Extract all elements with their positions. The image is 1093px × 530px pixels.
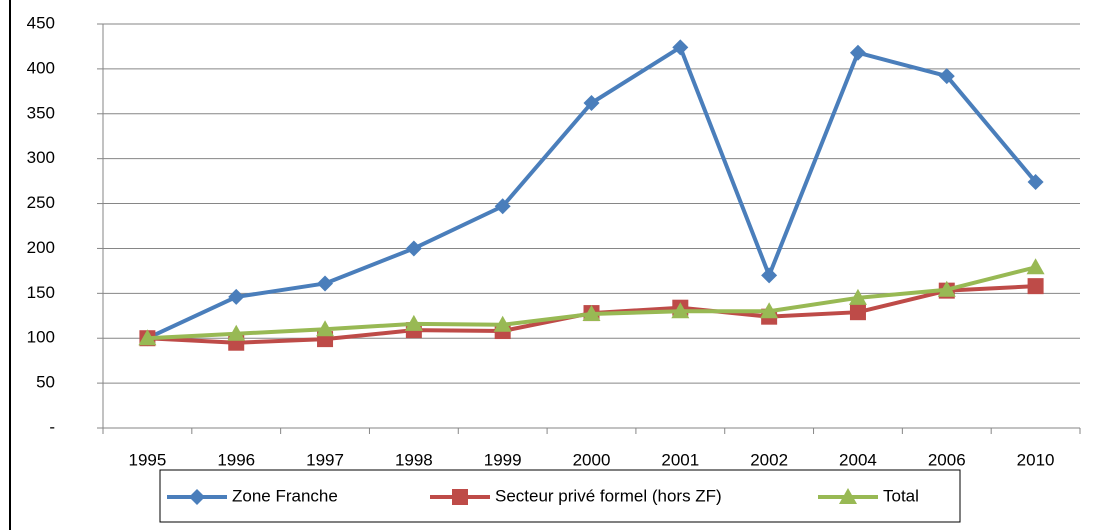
y-tick-label: 100 — [27, 328, 55, 347]
y-tick-label: 300 — [27, 148, 55, 167]
marker — [493, 315, 512, 332]
marker — [494, 198, 511, 215]
marker — [227, 324, 246, 341]
legend-label: Zone Franche — [232, 486, 338, 505]
legend-marker — [189, 489, 205, 505]
marker — [672, 39, 689, 56]
x-tick-label: 1995 — [128, 450, 166, 469]
x-tick-label: 2002 — [750, 450, 788, 469]
legend-label: Secteur privé formel (hors ZF) — [495, 486, 722, 505]
marker — [1027, 174, 1044, 191]
y-tick-label: 250 — [27, 193, 55, 212]
marker — [1027, 278, 1044, 295]
y-tick-label: 350 — [27, 103, 55, 122]
x-tick-label: 2006 — [928, 450, 966, 469]
marker — [404, 314, 423, 331]
legend-label: Total — [883, 486, 919, 505]
x-tick-label: 2001 — [661, 450, 699, 469]
legend-marker — [839, 488, 857, 504]
marker — [671, 302, 690, 319]
x-tick-label: 2010 — [1017, 450, 1055, 469]
marker — [405, 240, 422, 257]
marker — [316, 320, 335, 337]
x-tick-label: 1999 — [484, 450, 522, 469]
marker — [761, 267, 778, 284]
marker — [1026, 258, 1045, 275]
marker — [138, 329, 157, 346]
marker — [583, 95, 600, 112]
marker — [849, 44, 866, 61]
y-tick-label: 400 — [27, 58, 55, 77]
x-tick-label: 1997 — [306, 450, 344, 469]
x-tick-label: 1998 — [395, 450, 433, 469]
marker — [937, 280, 956, 297]
x-tick-label: 2000 — [573, 450, 611, 469]
marker — [938, 68, 955, 85]
y-tick-label: 50 — [36, 373, 55, 392]
marker — [760, 302, 779, 319]
marker — [582, 304, 601, 321]
x-tick-label: 1996 — [217, 450, 255, 469]
y-tick-label: 150 — [27, 283, 55, 302]
marker — [849, 304, 866, 321]
y-tick-label: - — [49, 417, 55, 436]
legend-marker — [452, 489, 468, 505]
x-tick-label: 2004 — [839, 450, 877, 469]
y-tick-label: 450 — [27, 13, 55, 32]
y-tick-label: 200 — [27, 238, 55, 257]
marker — [848, 288, 867, 305]
marker — [317, 275, 334, 292]
marker — [228, 288, 245, 305]
